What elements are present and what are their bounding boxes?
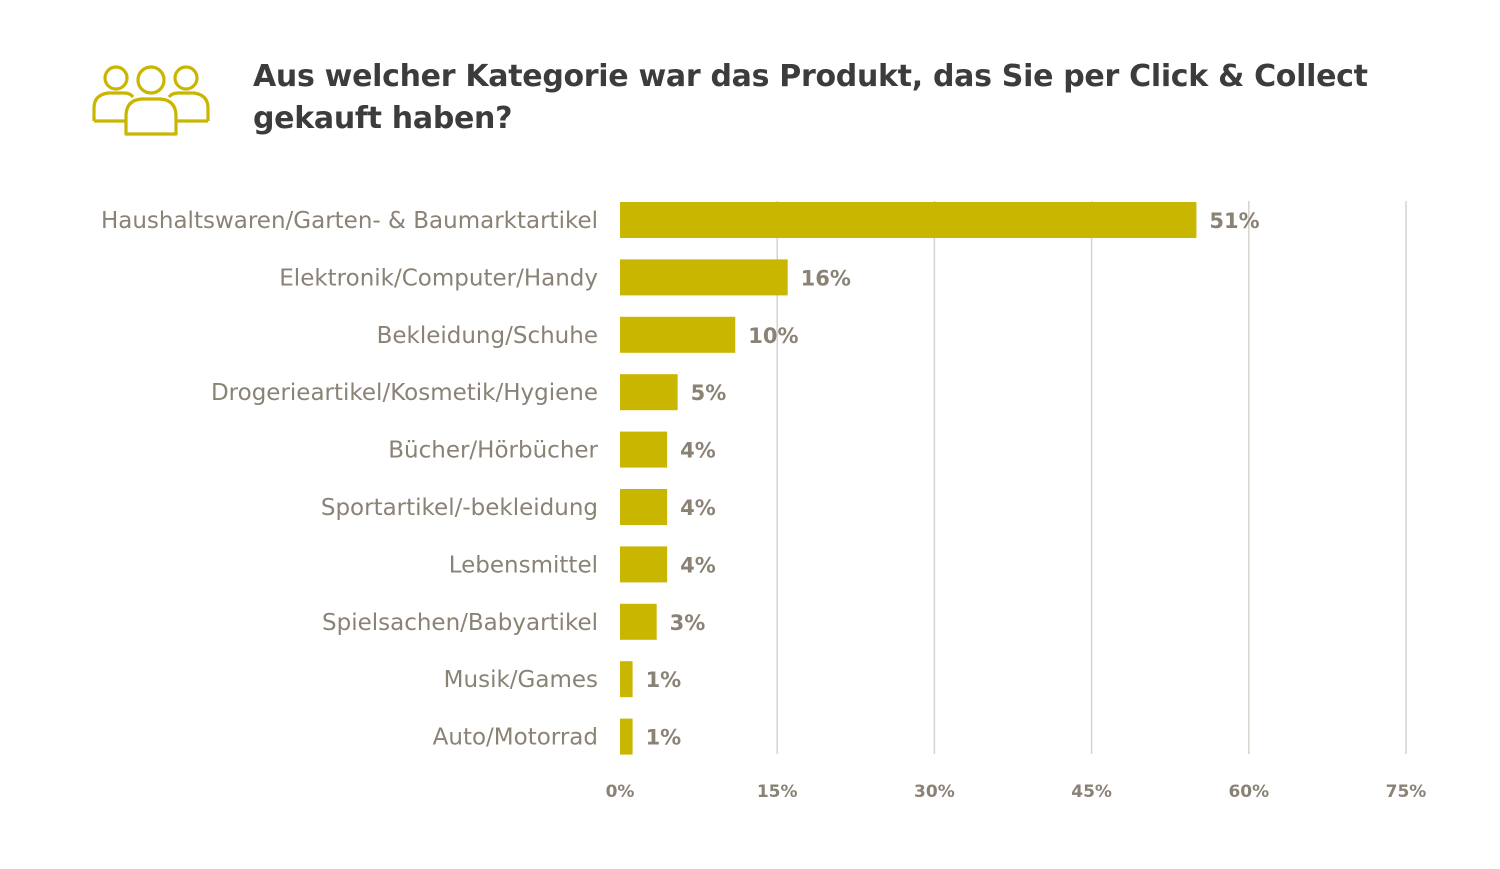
x-tick-label: 75% <box>1386 782 1427 802</box>
bar <box>620 374 678 411</box>
people-group-icon <box>92 65 210 136</box>
category-label: Drogerieartikel/Kosmetik/Hygiene <box>211 380 598 406</box>
bar <box>620 546 668 583</box>
category-label: Spielsachen/Babyartikel <box>322 610 598 636</box>
x-tick-label: 30% <box>914 782 955 802</box>
bar <box>620 718 633 755</box>
category-label: Elektronik/Computer/Handy <box>279 265 598 291</box>
bar <box>620 259 788 296</box>
value-label: 3% <box>670 611 706 635</box>
x-tick-label: 45% <box>1071 782 1112 802</box>
bar <box>620 202 1197 238</box>
category-label: Bekleidung/Schuhe <box>377 323 598 349</box>
value-label: 1% <box>646 668 682 692</box>
value-label: 5% <box>691 381 727 405</box>
chart-title: Aus welcher Kategorie war das Produkt, d… <box>253 59 1368 136</box>
category-label: Bücher/Hörbücher <box>388 438 598 464</box>
value-label: 51% <box>1209 209 1259 233</box>
bar <box>620 603 657 640</box>
x-tick-label: 15% <box>757 782 798 802</box>
x-tick-label: 60% <box>1228 782 1269 802</box>
value-label: 4% <box>680 439 716 463</box>
category-label: Auto/Motorrad <box>433 725 598 751</box>
bar <box>620 661 633 698</box>
value-label: 16% <box>801 266 851 290</box>
value-label: 1% <box>646 726 682 750</box>
category-label: Haushaltswaren/Garten- & Baumarktartikel <box>101 208 598 234</box>
value-label: 4% <box>680 553 716 577</box>
bar <box>620 316 736 353</box>
category-label: Lebensmittel <box>449 552 598 578</box>
category-label: Musik/Games <box>444 667 598 693</box>
value-label: 4% <box>680 496 716 520</box>
bar <box>620 489 668 525</box>
value-label: 10% <box>748 324 798 348</box>
x-tick-label: 0% <box>606 782 635 802</box>
category-label: Sportartikel/-bekleidung <box>321 495 598 521</box>
bar <box>620 431 668 468</box>
